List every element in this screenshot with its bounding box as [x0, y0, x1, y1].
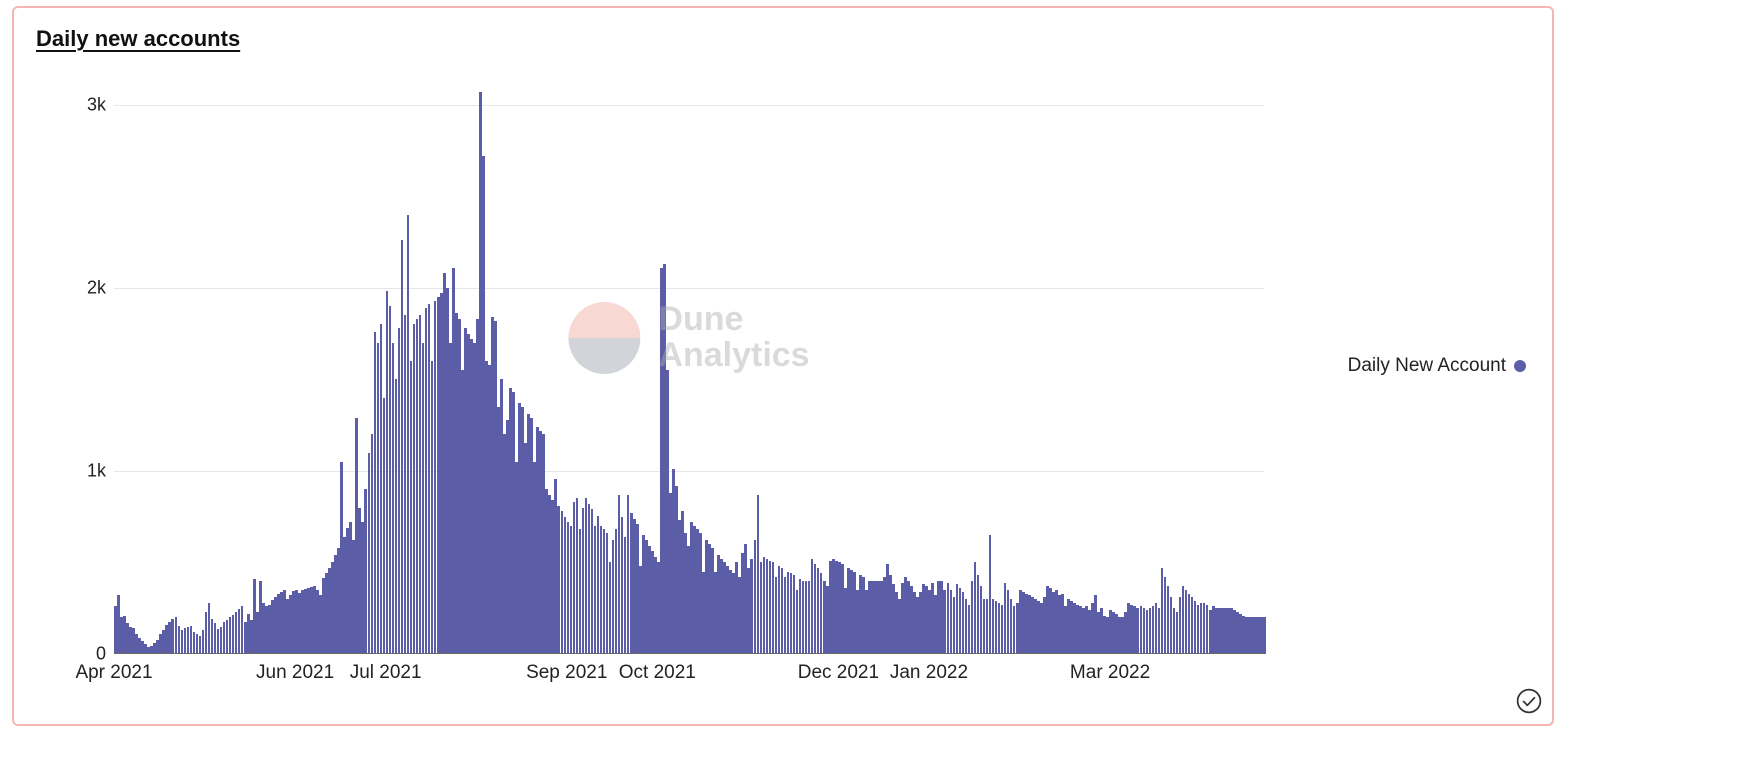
x-axis-tick: Apr 2021: [75, 662, 152, 684]
x-axis-tick: Oct 2021: [619, 662, 696, 684]
bars-container: [114, 68, 1264, 654]
x-axis-tick: Jun 2021: [256, 662, 334, 684]
chart-card: Daily new accounts Dune Analytics 01k2k3…: [12, 6, 1554, 726]
x-axis-line: [114, 653, 1264, 654]
y-axis-tick: 2k: [87, 277, 106, 298]
legend-label: Daily New Account: [1348, 355, 1506, 377]
y-axis-tick: 3k: [87, 94, 106, 115]
plot-area: Dune Analytics 01k2k3k Apr 2021Jun 2021J…: [114, 68, 1264, 654]
x-axis-tick: Jul 2021: [350, 662, 422, 684]
x-axis-tick: Mar 2022: [1070, 662, 1150, 684]
x-axis-tick: Dec 2021: [798, 662, 879, 684]
status-check-icon: [1516, 688, 1542, 714]
y-axis-tick: 1k: [87, 460, 106, 481]
chart-title[interactable]: Daily new accounts: [36, 26, 1532, 52]
legend-marker-icon: [1514, 360, 1526, 372]
x-axis-tick: Jan 2022: [890, 662, 968, 684]
bar: [1263, 617, 1266, 654]
chart-area: Dune Analytics 01k2k3k Apr 2021Jun 2021J…: [42, 68, 1272, 654]
legend: Daily New Account: [1288, 355, 1526, 377]
x-axis-tick: Sep 2021: [526, 662, 607, 684]
